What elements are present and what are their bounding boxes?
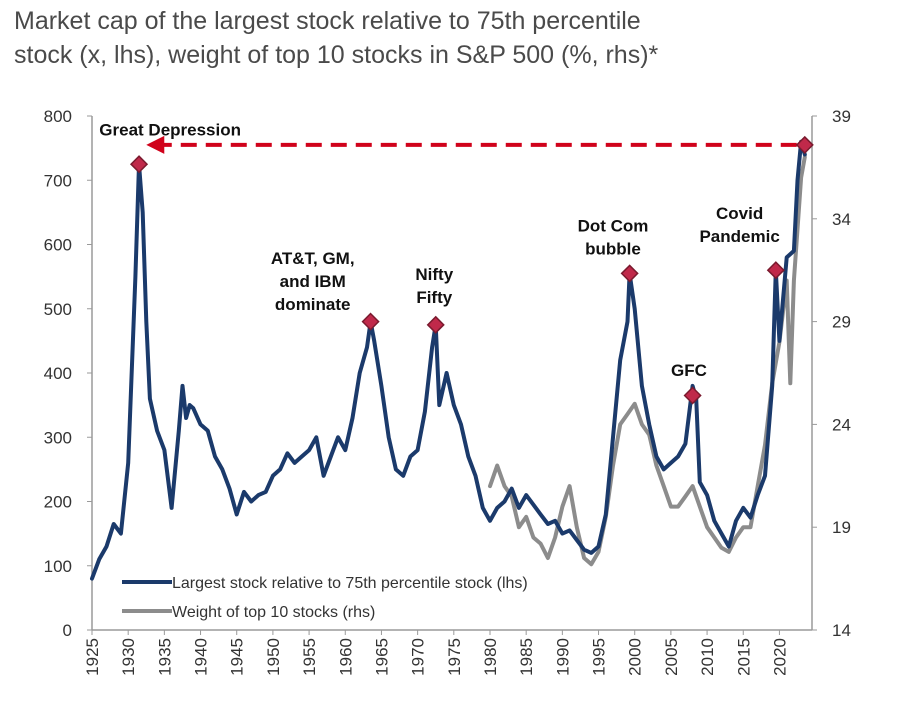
x-tick-label: 2020 [770, 638, 789, 676]
annotation-label: bubble [585, 240, 641, 259]
legend-group: Largest stock relative to 75th percentil… [122, 575, 528, 621]
x-tick-label: 1960 [336, 638, 355, 676]
y-left-tick-label: 700 [44, 171, 72, 190]
legend-label: Weight of top 10 stocks (rhs) [172, 604, 375, 621]
y-right-tick-label: 14 [832, 621, 851, 640]
y-right-tick-label: 39 [832, 107, 851, 126]
x-tick-label: 1970 [409, 638, 428, 676]
y-right-tick-label: 34 [832, 210, 851, 229]
annotation-label: AT&T, GM, [271, 249, 355, 268]
annotation-label: Dot Com [578, 217, 649, 236]
peak-marker [129, 155, 149, 174]
y-left-tick-label: 200 [44, 493, 72, 512]
annotation-label: Pandemic [699, 227, 779, 246]
x-tick-label: 2010 [698, 638, 717, 676]
annotation-label: dominate [275, 295, 351, 314]
series-group [90, 139, 807, 581]
x-tick-label: 1930 [119, 638, 138, 676]
x-tick-label: 1980 [481, 638, 500, 676]
chart-title-line1: Market cap of the largest stock relative… [14, 7, 641, 35]
peak-marker [766, 261, 785, 280]
y-left-tick-label: 0 [63, 621, 72, 640]
legend-label: Largest stock relative to 75th percentil… [172, 575, 528, 592]
x-tick-label: 1940 [192, 638, 211, 676]
y-left-tick-label: 100 [44, 557, 72, 576]
chart-title: Market cap of the largest stock relative… [14, 4, 894, 72]
x-tick-label: 1965 [372, 638, 391, 676]
x-tick-label: 1975 [445, 638, 464, 676]
y-left-tick-label: 600 [44, 236, 72, 255]
y-right-tick-label: 24 [832, 415, 851, 434]
x-tick-label: 1995 [590, 638, 609, 676]
x-tick-label: 1945 [228, 638, 247, 676]
x-tick-label: 2000 [626, 638, 645, 676]
annotations-group: Great Depression AT&T, GM, and IBM dominate… [99, 120, 814, 405]
chart-title-line2: stock (x, lhs), weight of top 10 stocks … [14, 41, 659, 69]
y-right-tick-label: 29 [832, 313, 851, 332]
peak-marker [620, 264, 639, 283]
peak-marker [426, 315, 445, 334]
x-tick-label: 2015 [734, 638, 753, 676]
axes-group: 0 100 200 300 400 500 600 700 800 14 19 24 29 34 39 192… [44, 107, 851, 676]
comparison-arrow-head [146, 135, 165, 154]
x-tick-label: 1950 [264, 638, 283, 676]
y-left-tick-label: 500 [44, 300, 72, 319]
peak-marker [361, 312, 380, 331]
x-tick-label: 1955 [300, 638, 319, 676]
annotation-label: Fifty [416, 288, 452, 307]
y-left-tick-label: 800 [44, 107, 72, 126]
x-tick-label: 1990 [553, 638, 572, 676]
x-tick-label: 2005 [662, 638, 681, 676]
series-line-top10-weight [488, 155, 807, 567]
peak-marker [683, 386, 702, 405]
y-left-tick-label: 300 [44, 428, 72, 447]
annotation-label: and IBM [280, 272, 346, 291]
annotation-label: Nifty [415, 265, 453, 284]
y-right-tick-label: 19 [832, 518, 851, 537]
annotation-label: GFC [671, 361, 707, 380]
x-tick-label: 1925 [83, 638, 102, 676]
x-tick-label: 1935 [155, 638, 174, 676]
x-tick-label: 1985 [517, 638, 536, 676]
peak-marker [795, 135, 814, 154]
annotation-label: Great Depression [99, 120, 241, 139]
series-line-largest-stock [90, 139, 807, 581]
annotation-label: Covid [716, 204, 763, 223]
y-left-tick-label: 400 [44, 364, 72, 383]
